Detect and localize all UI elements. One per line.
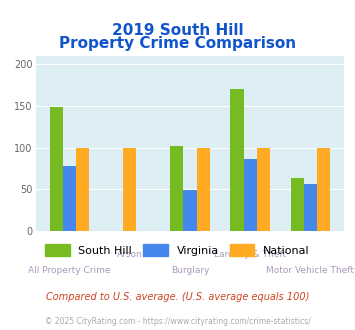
Bar bbox=[197, 148, 210, 231]
Text: Property Crime Comparison: Property Crime Comparison bbox=[59, 36, 296, 51]
Text: Arson: Arson bbox=[117, 250, 143, 259]
Bar bbox=[50, 107, 63, 231]
Legend: South Hill, Virginia, National: South Hill, Virginia, National bbox=[40, 240, 315, 260]
Bar bbox=[304, 184, 317, 231]
Bar bbox=[63, 166, 76, 231]
Text: Burglary: Burglary bbox=[171, 266, 209, 275]
Text: Larceny & Theft: Larceny & Theft bbox=[214, 250, 286, 259]
Text: All Property Crime: All Property Crime bbox=[28, 266, 111, 275]
Text: © 2025 CityRating.com - https://www.cityrating.com/crime-statistics/: © 2025 CityRating.com - https://www.city… bbox=[45, 317, 310, 326]
Bar bbox=[244, 158, 257, 231]
Bar bbox=[183, 190, 197, 231]
Bar bbox=[290, 178, 304, 231]
Text: Motor Vehicle Theft: Motor Vehicle Theft bbox=[267, 266, 354, 275]
Bar bbox=[317, 148, 330, 231]
Bar bbox=[123, 148, 136, 231]
Bar bbox=[230, 89, 244, 231]
Text: Compared to U.S. average. (U.S. average equals 100): Compared to U.S. average. (U.S. average … bbox=[46, 292, 309, 302]
Bar bbox=[76, 148, 89, 231]
Bar bbox=[170, 146, 183, 231]
Bar bbox=[257, 148, 270, 231]
Text: 2019 South Hill: 2019 South Hill bbox=[112, 23, 243, 38]
